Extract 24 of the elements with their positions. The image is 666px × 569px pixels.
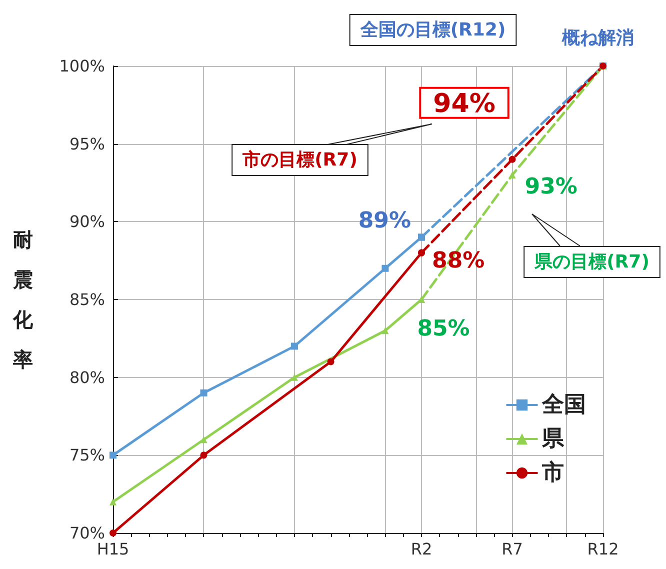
annotation: 市の目標(R7): [242, 150, 358, 170]
y-tick-label: 75%: [69, 446, 105, 465]
x-tick-label: R7: [502, 540, 523, 558]
y-tick-label: 85%: [69, 290, 105, 309]
data-label: 88%: [432, 248, 485, 274]
x-tick-label: R2: [410, 540, 432, 558]
y-tick-label: 100%: [59, 56, 105, 76]
data-label: 94%: [433, 88, 496, 119]
x-tick-label: H15: [96, 540, 130, 558]
y-tick-label: 70%: [69, 524, 105, 542]
legend-label: 市: [541, 460, 564, 486]
data-label: 93%: [524, 174, 578, 200]
data-label: 89%: [358, 208, 412, 234]
x-tick-label: R12: [587, 540, 619, 558]
annotation: 県の目標(R7): [534, 252, 650, 272]
text: 全国の目標(R12): [359, 20, 506, 40]
data-label: 85%: [417, 316, 470, 342]
y-axis-title: 耐震化率: [12, 228, 34, 372]
legend-label: 全国: [541, 392, 586, 418]
y-tick-label: 90%: [69, 212, 105, 232]
y-tick-label: 95%: [69, 134, 105, 154]
text: 概ね解消: [561, 28, 634, 48]
y-tick-label: 80%: [69, 368, 105, 387]
legend-label: 県: [541, 426, 565, 452]
